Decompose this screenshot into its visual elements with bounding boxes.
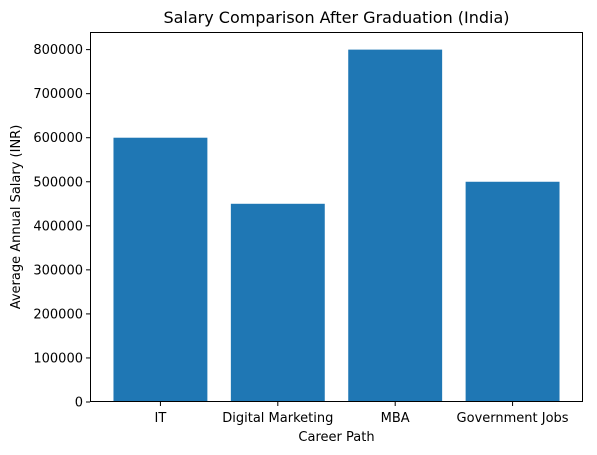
y-axis-ticks: 0 100000 200000 300000 400000 500000 600000 700… [33,43,90,411]
x-tick-label: IT [155,411,167,426]
y-tick-label: 800000 [33,43,83,58]
y-tick-label: 500000 [33,175,83,190]
y-tick-label: 100000 [33,351,83,366]
x-axis-ticks: IT Digital Marketing MBA Government Jobs [155,402,569,426]
x-tick-label: MBA [381,411,410,426]
chart-title: Salary Comparison After Graduation (Indi… [163,8,509,27]
bar-it [113,137,208,402]
x-axis-label: Career Path [298,430,374,445]
axes-frame [90,32,583,402]
bar-mba [348,49,443,402]
y-tick-label: 700000 [33,87,83,102]
bar-government-jobs [465,181,560,402]
y-tick-label: 0 [75,396,83,411]
x-tick-label: Digital Marketing [222,411,333,426]
y-tick-label: 200000 [33,307,83,322]
y-tick-label: 600000 [33,131,83,146]
bars-group [113,49,560,402]
bar-digital-marketing [230,203,325,402]
y-tick-label: 300000 [33,263,83,278]
y-axis-label: Average Annual Salary (INR) [9,125,24,310]
y-tick-label: 400000 [33,219,83,234]
x-tick-label: Government Jobs [457,411,569,426]
